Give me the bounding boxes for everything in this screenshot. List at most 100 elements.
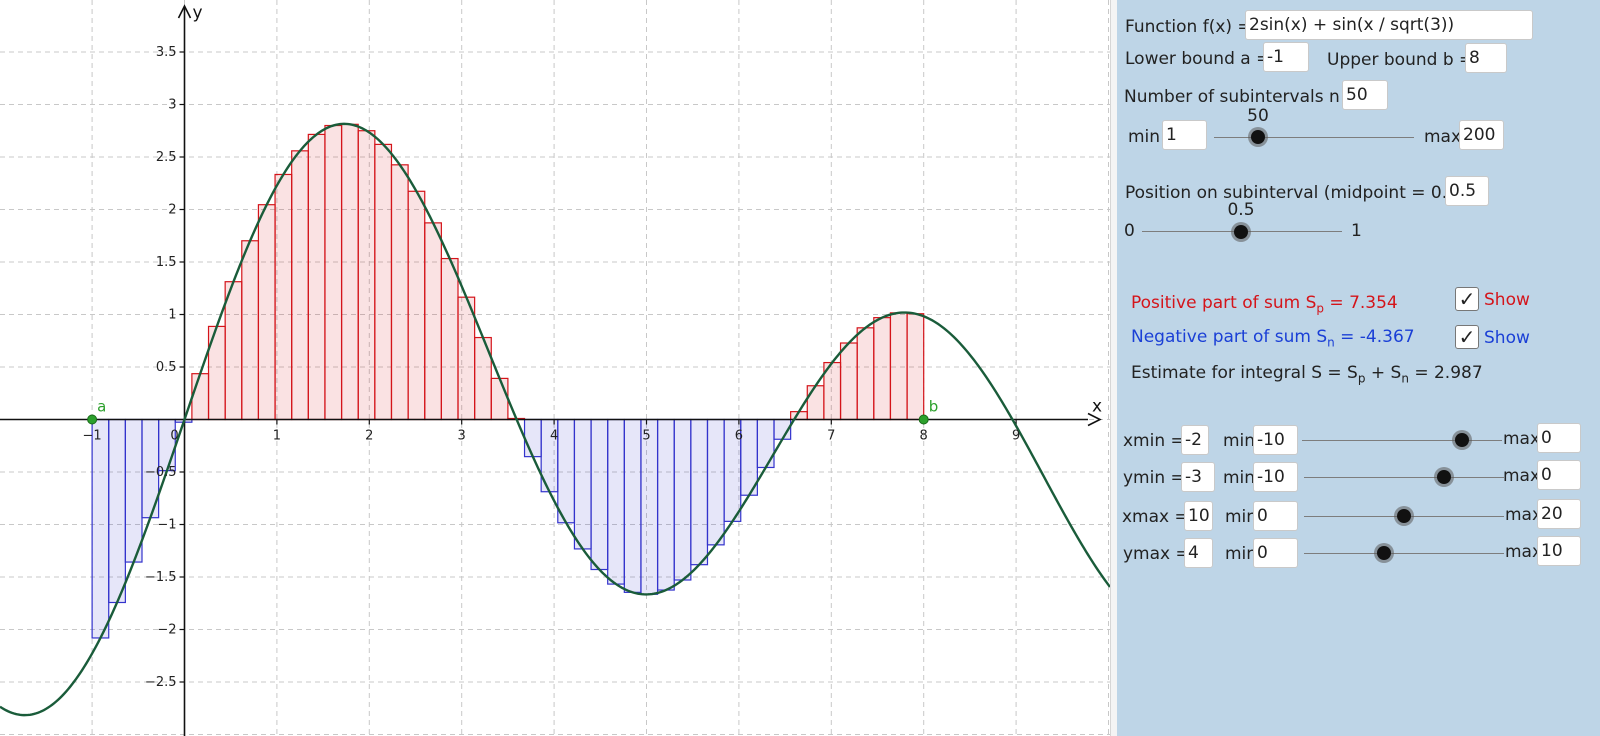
window-row-min-input[interactable]: 0 <box>1253 538 1298 568</box>
positive-sum-rectangle <box>291 150 309 421</box>
riemann-sum-plot[interactable]: −1 0 1 2 3 4 5 6 7 8 9 0.5 1 1.5 2 2.5 3 3.5 −0.5 −1 −1.5 −2 −… <box>0 0 1110 736</box>
y-tick-label: 3.5 <box>156 45 177 60</box>
positive-sum-rectangle <box>806 385 825 421</box>
subintervals-slider-track[interactable] <box>1214 137 1414 138</box>
position-input[interactable]: 0.5 <box>1445 176 1489 206</box>
negative-sum-rectangle <box>590 418 609 571</box>
subintervals-min-input[interactable]: 1 <box>1162 120 1207 150</box>
negative-sum-rectangle <box>124 418 143 563</box>
negative-show-checkbox[interactable]: ✓ <box>1455 325 1479 349</box>
positive-show-label[interactable]: Show <box>1484 290 1530 310</box>
positive-sum-rectangle <box>856 327 875 421</box>
integral-estimate-text: Estimate for integral S = Sp + Sn = 2.98… <box>1131 363 1483 386</box>
window-row-max-input[interactable]: 0 <box>1537 423 1581 453</box>
positive-sum-rectangle <box>873 317 892 421</box>
window-row-slider-knob[interactable] <box>1455 433 1469 447</box>
negative-sum-rectangle <box>706 418 725 546</box>
window-row-min-label: min <box>1223 431 1256 451</box>
window-row-max-input[interactable]: 20 <box>1537 499 1581 529</box>
negative-sum-rectangle <box>656 418 675 591</box>
x-tick-label: −1 <box>83 429 102 444</box>
position-slider-value: 0.5 <box>1227 200 1255 220</box>
positive-sum-rectangle <box>191 373 210 421</box>
position-min-label: 0 <box>1124 221 1135 241</box>
window-row-value-input[interactable]: -2 <box>1181 425 1209 455</box>
window-row-min-label: min <box>1225 544 1258 564</box>
x-tick-label: 2 <box>365 429 373 444</box>
positive-sum-rectangle <box>906 313 925 421</box>
positive-sum-rectangle <box>457 296 476 421</box>
window-row-min-input[interactable]: -10 <box>1253 462 1298 492</box>
y-tick-label: −1 <box>157 518 176 533</box>
y-tick-label: −1.5 <box>145 570 177 585</box>
subintervals-slider-value: 50 <box>1247 106 1269 126</box>
point-a[interactable] <box>87 414 98 425</box>
window-row-value-input[interactable]: -3 <box>1181 462 1215 492</box>
window-row-slider-knob[interactable] <box>1397 509 1411 523</box>
window-row-label: ymax = <box>1123 544 1190 564</box>
window-row-max-label: max <box>1503 466 1541 486</box>
x-tick-label: 7 <box>827 429 835 444</box>
window-row-max-input[interactable]: 0 <box>1537 460 1581 490</box>
window-row-min-input[interactable]: 0 <box>1253 501 1298 531</box>
window-row-min-input[interactable]: -10 <box>1253 425 1298 455</box>
negative-show-label[interactable]: Show <box>1484 328 1530 348</box>
lower-bound-input[interactable]: -1 <box>1263 42 1309 72</box>
upper-bound-input[interactable]: 8 <box>1465 43 1507 73</box>
x-tick-label: 3 <box>458 429 466 444</box>
window-row-value-input[interactable]: 4 <box>1184 538 1213 568</box>
y-tick-label: 1.5 <box>156 255 177 270</box>
positive-sum-rectangle <box>407 190 426 421</box>
negative-sum-rectangle <box>573 418 592 550</box>
subintervals-input[interactable]: 50 <box>1342 80 1388 110</box>
positive-show-checkbox[interactable]: ✓ <box>1455 287 1479 311</box>
subintervals-slider-knob[interactable] <box>1251 130 1265 144</box>
y-tick-label: −2 <box>157 623 176 638</box>
x-tick-label: 5 <box>642 429 650 444</box>
positive-sum-rectangle <box>440 257 459 421</box>
positive-sum-rectangle <box>340 123 359 421</box>
x-tick-label: 4 <box>550 429 558 444</box>
positive-sum-rectangle <box>839 342 858 421</box>
negative-sum-rectangle <box>640 418 659 595</box>
window-row-slider-knob[interactable] <box>1377 546 1391 560</box>
window-row-slider-track[interactable] <box>1302 440 1502 441</box>
y-tick-label: 2 <box>168 203 176 218</box>
window-row-slider-knob[interactable] <box>1437 470 1451 484</box>
function-input[interactable]: 2sin(x) + sin(x / sqrt(3)) <box>1245 10 1533 40</box>
x-tick-label: 6 <box>735 429 743 444</box>
x-tick-label: 9 <box>1012 429 1020 444</box>
window-row-min-label: min <box>1225 507 1258 527</box>
window-row-label: xmax = <box>1122 507 1189 527</box>
function-label: Function f(x) = <box>1125 17 1252 37</box>
positive-sum-rectangle <box>357 130 376 421</box>
window-row-max-input[interactable]: 10 <box>1537 536 1581 566</box>
positive-sum-rectangle <box>307 133 326 421</box>
subintervals-max-input[interactable]: 200 <box>1459 120 1504 150</box>
window-row-slider-track[interactable] <box>1304 553 1504 554</box>
positive-sum-rectangle <box>241 240 260 421</box>
window-row-min-label: min <box>1223 468 1256 488</box>
subintervals-max-label: max <box>1424 127 1462 147</box>
algebra-panel: Function f(x) = 2sin(x) + sin(x / sqrt(3… <box>1117 0 1600 736</box>
position-label: Position on subinterval (midpoint = 0.5)… <box>1125 183 1471 203</box>
position-slider-knob[interactable] <box>1234 225 1248 239</box>
positive-sum-rectangle <box>257 204 276 421</box>
negative-sum-rectangle <box>523 418 542 458</box>
x-tick-label: 1 <box>273 429 281 444</box>
positive-sum-rectangle <box>224 281 243 421</box>
x-tick-label: 0 <box>170 429 178 444</box>
subintervals-min-label: min <box>1128 127 1161 147</box>
window-row-value-input[interactable]: 10 <box>1184 501 1213 531</box>
graphics-view[interactable]: −1 0 1 2 3 4 5 6 7 8 9 0.5 1 1.5 2 2.5 3 3.5 −0.5 −1 −1.5 −2 −… <box>0 0 1110 736</box>
window-row-max-label: max <box>1503 429 1541 449</box>
point-b[interactable] <box>918 414 929 425</box>
subintervals-label: Number of subintervals n = <box>1124 87 1360 107</box>
window-row-slider-track[interactable] <box>1304 477 1504 478</box>
y-axis-label: y <box>193 3 203 23</box>
negative-sum-text: Negative part of sum Sn = -4.367 <box>1131 327 1415 350</box>
panel-divider[interactable] <box>1110 0 1117 736</box>
upper-bound-label: Upper bound b = <box>1327 50 1474 70</box>
negative-sum-rectangle <box>623 418 642 593</box>
window-row-max-label: max <box>1505 505 1543 525</box>
